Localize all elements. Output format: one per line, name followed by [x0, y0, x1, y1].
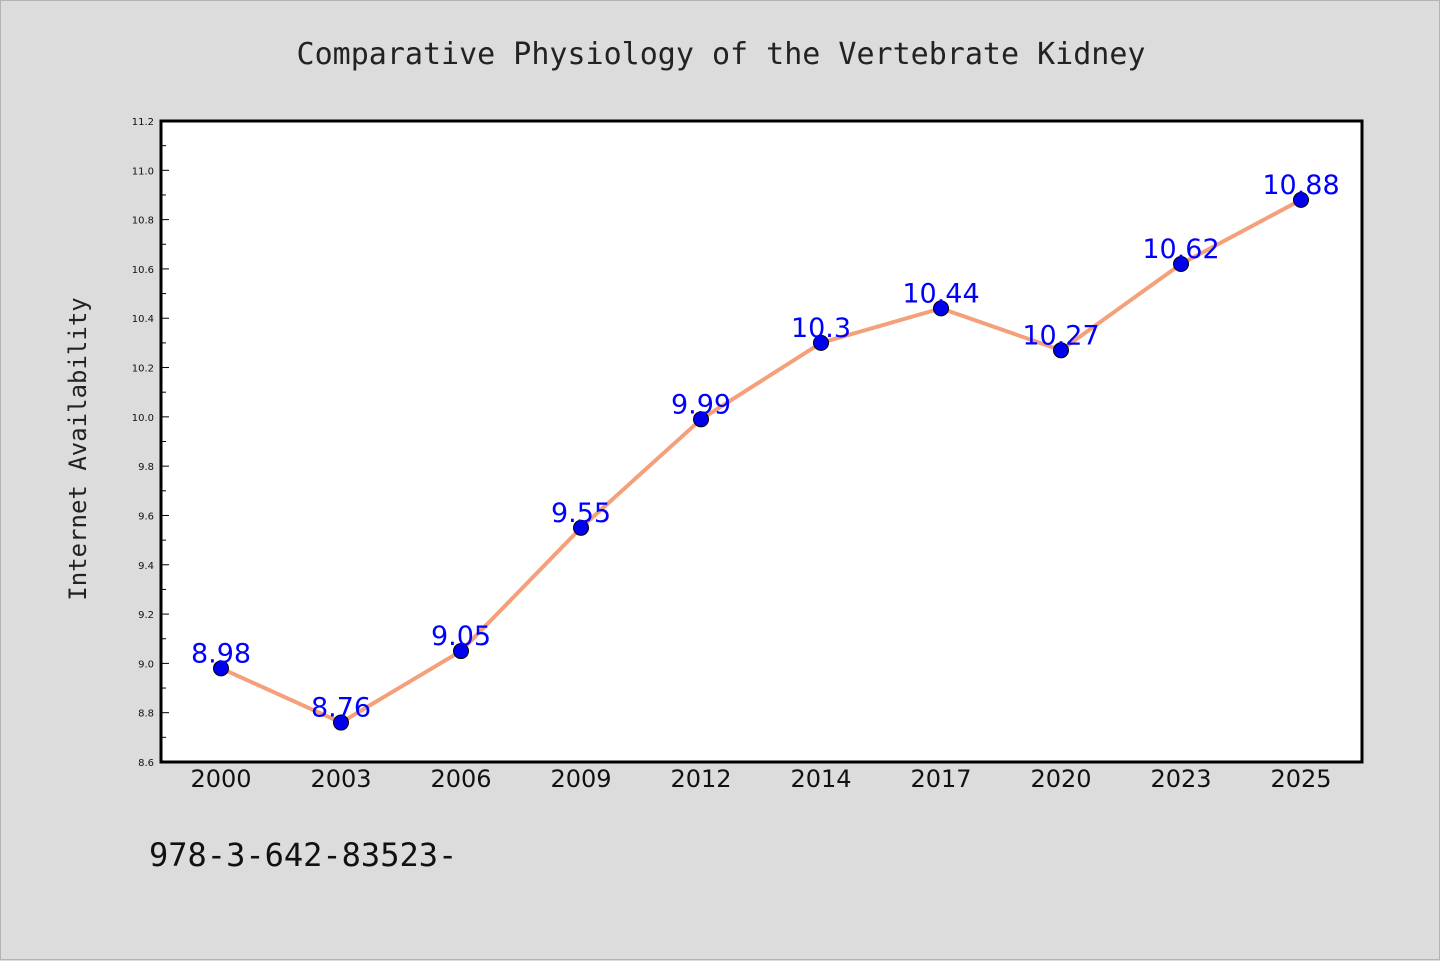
y-tick-label: 9.6: [138, 511, 154, 522]
data-value-label: 9.55: [551, 498, 611, 529]
x-tick-label: 2012: [670, 765, 731, 793]
y-tick-label: 11.0: [132, 166, 154, 177]
y-tick-label: 10.0: [132, 413, 154, 424]
x-tick-label: 2000: [190, 765, 251, 793]
y-tick-label: 8.6: [138, 758, 154, 769]
series-line-group: [220, 198, 1302, 725]
x-axis: 2000 2003 2006 2009 2012 2014 2017 2020 2023 2025: [190, 765, 1331, 793]
data-value-label: 10.62: [1142, 234, 1219, 265]
data-point-marker: [333, 714, 349, 731]
data-value-label: 10.88: [1262, 170, 1339, 201]
x-tick-label: 2014: [790, 765, 851, 793]
data-point-marker: [933, 300, 949, 317]
x-tick-label: 2009: [550, 765, 611, 793]
data-point-marker: [693, 411, 709, 428]
data-value-label: 10.3: [791, 313, 851, 344]
y-tick-label: 10.2: [132, 364, 154, 375]
data-point-marker: [1293, 191, 1309, 208]
value-label-group: 8.98 8.76 9.05 9.55 9.99 10.3 10.44 10.27 10.62 1…: [191, 170, 1340, 724]
x-tick-label: 2006: [430, 765, 491, 793]
y-tick-label: 9.2: [138, 610, 154, 621]
data-point-marker: [813, 334, 829, 351]
y-tick-label: 8.8: [138, 709, 154, 720]
chart-title: Comparative Physiology of the Vertebrate…: [297, 37, 1146, 72]
data-value-label: 8.98: [191, 638, 251, 669]
data-point-marker: [453, 643, 469, 660]
y-tick-label: 10.8: [132, 216, 154, 227]
y-tick-label: 9.0: [138, 659, 154, 670]
data-point-marker: [213, 660, 229, 677]
x-tick-label: 2020: [1030, 765, 1091, 793]
x-tick-label: 2025: [1270, 765, 1331, 793]
y-tick-label: 11.2: [132, 117, 154, 128]
y-axis: 8.6 8.8 9.0 9.2 9.4 9.6 9.8 10.0 10.2 10.4 10.6 10.…: [132, 117, 169, 769]
y-tick-label: 9.4: [138, 561, 154, 572]
marker-group: [213, 191, 1309, 731]
plot-border: [159, 119, 1364, 764]
data-point-marker: [1173, 255, 1189, 272]
y-tick-label: 10.6: [132, 265, 154, 276]
data-value-label: 9.99: [671, 389, 731, 420]
data-value-label: 10.27: [1022, 320, 1099, 351]
series-line: [220, 198, 1302, 725]
data-point-marker: [573, 519, 589, 536]
isbn-footer: 978-3-642-83523-: [149, 836, 457, 874]
y-axis-label: Internet Availability: [64, 297, 92, 600]
data-point-marker: [1053, 342, 1069, 359]
data-value-label: 9.05: [431, 621, 491, 652]
data-value-label: 8.76: [311, 693, 371, 724]
plot-area: [161, 121, 1362, 762]
x-tick-label: 2003: [310, 765, 371, 793]
x-tick-label: 2023: [1150, 765, 1211, 793]
x-tick-label: 2017: [910, 765, 971, 793]
data-value-label: 10.44: [902, 278, 979, 309]
y-tick-label: 9.8: [138, 462, 154, 473]
y-tick-label: 10.4: [132, 314, 154, 325]
